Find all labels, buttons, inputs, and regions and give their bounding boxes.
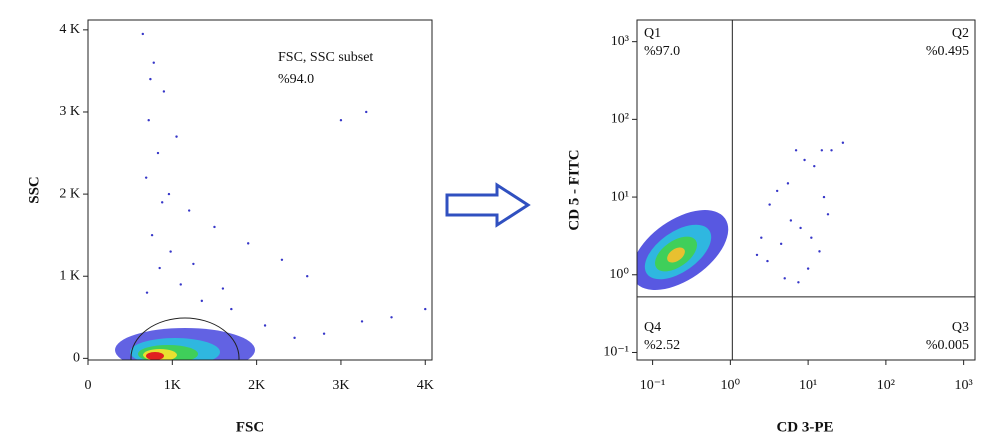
data-point	[810, 236, 813, 239]
y-tick-label: 10⁰	[609, 267, 629, 282]
data-point	[246, 242, 250, 245]
y-tick-label: 1 K	[59, 268, 80, 283]
data-point	[230, 307, 233, 311]
quadrant-percent: %0.495	[926, 44, 969, 59]
data-point	[424, 307, 427, 311]
quadrant-percent: %2.52	[644, 338, 680, 353]
data-point	[783, 277, 786, 280]
x-tick-label: 10¹	[799, 378, 817, 393]
data-point	[179, 283, 182, 286]
data-point	[306, 275, 309, 278]
data-point	[830, 149, 833, 152]
y-tick-label: 0	[73, 351, 80, 366]
data-point	[169, 250, 172, 253]
data-point	[162, 90, 166, 93]
data-point	[280, 258, 284, 262]
data-point	[167, 192, 171, 196]
y-tick-label: 10¹	[611, 189, 629, 204]
x-tick-label: 2K	[248, 378, 265, 393]
data-point	[766, 259, 769, 263]
plot-frame	[636, 19, 976, 361]
x-tick-label: 1K	[164, 378, 181, 393]
data-point	[160, 201, 164, 204]
data-point	[803, 158, 806, 162]
data-point	[760, 236, 763, 239]
quadrant-name: Q3	[952, 320, 969, 335]
data-point	[187, 209, 191, 212]
data-point	[200, 299, 204, 303]
quadrant-name: Q2	[952, 26, 969, 41]
data-point	[365, 110, 368, 114]
data-point	[755, 253, 759, 257]
y-tick-label: 10²	[611, 112, 629, 127]
x-axis-title: FSC	[236, 419, 264, 435]
data-point	[149, 77, 152, 81]
y-tick-label: 2 K	[59, 186, 80, 201]
data-point	[150, 233, 154, 237]
data-point	[145, 291, 149, 294]
y-axis-title: CD 5 - FITC	[566, 149, 582, 230]
data-point	[263, 324, 267, 327]
data-point	[141, 32, 145, 36]
quadrant-name: Q4	[644, 320, 661, 335]
data-point	[806, 267, 810, 270]
data-point	[192, 262, 195, 266]
plot-frame	[87, 19, 433, 361]
density-cloud	[637, 210, 729, 290]
y-tick-label: 3 K	[59, 104, 80, 119]
annotation: FSC, SSC subset	[278, 50, 373, 65]
x-axis-title: CD 3-PE	[776, 419, 833, 435]
x-tick-label: 4K	[417, 378, 434, 393]
quadrant-percent: %97.0	[644, 44, 680, 59]
x-tick-label: 10²	[877, 378, 895, 393]
data-point	[797, 281, 800, 284]
y-tick-label: 4 K	[59, 22, 80, 37]
arrow	[445, 182, 531, 228]
data-point	[799, 226, 802, 230]
data-point	[339, 118, 343, 122]
annotation: %94.0	[278, 72, 314, 87]
data-point	[813, 164, 816, 168]
data-point	[841, 141, 845, 144]
y-axis-title: SSC	[26, 176, 42, 204]
data-point	[152, 61, 155, 64]
x-tick-label: 10³	[955, 378, 973, 393]
data-point	[820, 149, 824, 152]
data-point	[779, 242, 783, 246]
x-tick-label: 10⁻¹	[640, 378, 666, 393]
quadrant-percent: %0.005	[926, 338, 969, 353]
x-tick-label: 0	[85, 378, 92, 393]
data-point	[156, 151, 160, 155]
data-point	[390, 316, 393, 319]
data-point	[775, 189, 779, 193]
data-point	[789, 219, 793, 222]
data-point	[786, 182, 790, 185]
data-point	[175, 135, 178, 138]
data-point	[794, 149, 798, 152]
data-point	[158, 266, 161, 270]
x-tick-label: 3K	[332, 378, 349, 393]
data-point	[826, 213, 830, 216]
data-point	[322, 332, 326, 335]
quadrant-name: Q1	[644, 26, 661, 41]
data-point	[213, 225, 216, 229]
data-point	[147, 118, 150, 122]
data-point	[360, 320, 364, 323]
data-point	[144, 176, 148, 179]
y-tick-label: 10⁻¹	[603, 345, 629, 360]
density-cloud	[115, 317, 255, 360]
y-tick-label: 10³	[611, 34, 629, 49]
data-point	[768, 203, 771, 206]
data-point	[293, 336, 296, 340]
data-point	[221, 287, 225, 290]
data-point	[818, 250, 821, 253]
data-point	[822, 195, 826, 199]
x-tick-label: 10⁰	[721, 378, 741, 393]
